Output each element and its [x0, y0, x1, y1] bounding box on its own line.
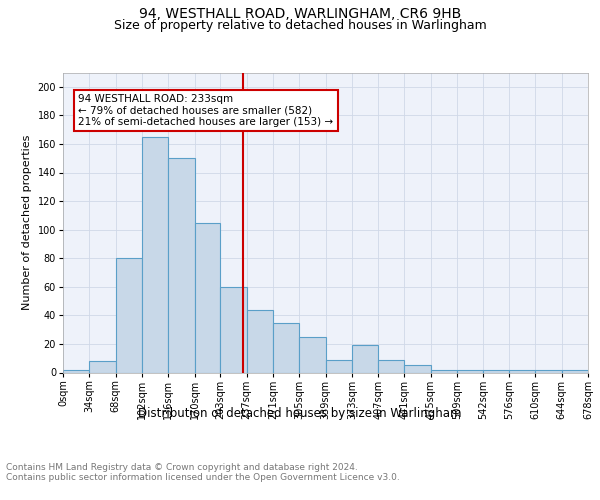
Bar	[194, 222, 220, 372]
Bar	[535, 370, 562, 372]
Bar	[325, 360, 352, 372]
Bar	[89, 361, 116, 372]
Bar	[431, 370, 457, 372]
Bar	[247, 310, 273, 372]
Bar	[116, 258, 142, 372]
Bar	[273, 322, 299, 372]
Bar	[457, 370, 482, 372]
Bar	[482, 370, 509, 372]
Bar	[142, 137, 169, 372]
Bar	[404, 366, 431, 372]
Text: 94 WESTHALL ROAD: 233sqm
← 79% of detached houses are smaller (582)
21% of semi-: 94 WESTHALL ROAD: 233sqm ← 79% of detach…	[79, 94, 334, 127]
Text: 94, WESTHALL ROAD, WARLINGHAM, CR6 9HB: 94, WESTHALL ROAD, WARLINGHAM, CR6 9HB	[139, 8, 461, 22]
Bar	[63, 370, 89, 372]
Bar	[169, 158, 194, 372]
Bar	[378, 360, 404, 372]
Y-axis label: Number of detached properties: Number of detached properties	[22, 135, 32, 310]
Text: Size of property relative to detached houses in Warlingham: Size of property relative to detached ho…	[113, 19, 487, 32]
Bar	[220, 287, 247, 372]
Bar	[352, 346, 378, 372]
Text: Contains HM Land Registry data © Crown copyright and database right 2024.
Contai: Contains HM Land Registry data © Crown c…	[6, 462, 400, 482]
Bar	[509, 370, 535, 372]
Bar	[562, 370, 588, 372]
Text: Distribution of detached houses by size in Warlingham: Distribution of detached houses by size …	[138, 408, 462, 420]
Bar	[299, 337, 325, 372]
